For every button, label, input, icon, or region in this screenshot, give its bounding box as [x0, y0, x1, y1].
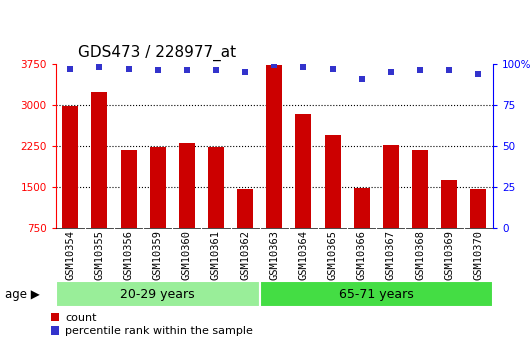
Text: GSM10356: GSM10356: [123, 230, 134, 280]
Point: [328, 66, 337, 71]
Bar: [383, 145, 399, 228]
Text: GSM10354: GSM10354: [65, 230, 75, 280]
Bar: [120, 150, 137, 228]
Text: GDS473 / 228977_at: GDS473 / 228977_at: [77, 45, 236, 61]
Bar: [179, 143, 195, 228]
Text: GSM10364: GSM10364: [298, 230, 308, 280]
Text: GSM10363: GSM10363: [269, 230, 279, 280]
Text: GSM10355: GSM10355: [94, 230, 104, 280]
Text: GSM10362: GSM10362: [240, 230, 250, 280]
Point: [357, 76, 366, 81]
Bar: [441, 180, 457, 228]
Text: age ▶: age ▶: [5, 288, 40, 300]
Bar: [324, 135, 341, 228]
Point: [211, 68, 220, 73]
Point: [241, 69, 249, 75]
Bar: [260, 281, 493, 307]
Text: GSM10369: GSM10369: [444, 230, 454, 280]
Text: GSM10359: GSM10359: [153, 230, 163, 280]
Bar: [149, 147, 166, 228]
Point: [270, 63, 279, 68]
Bar: [62, 106, 78, 228]
Text: GSM10368: GSM10368: [415, 230, 425, 280]
Text: GSM10366: GSM10366: [357, 230, 367, 280]
Legend: count, percentile rank within the sample: count, percentile rank within the sample: [50, 313, 253, 336]
Bar: [412, 150, 428, 228]
Text: 20-29 years: 20-29 years: [120, 288, 195, 300]
Point: [474, 71, 482, 77]
Point: [387, 69, 395, 75]
Bar: [295, 114, 312, 228]
Text: GSM10367: GSM10367: [386, 230, 396, 280]
Bar: [266, 65, 282, 228]
Text: GSM10365: GSM10365: [328, 230, 338, 280]
Bar: [237, 189, 253, 228]
Point: [445, 68, 453, 73]
Text: GSM10360: GSM10360: [182, 230, 192, 280]
Text: 65-71 years: 65-71 years: [339, 288, 414, 300]
Point: [299, 65, 307, 70]
Bar: [470, 189, 487, 228]
Point: [416, 68, 424, 73]
Point: [124, 66, 132, 71]
Text: GSM10370: GSM10370: [473, 230, 483, 280]
Bar: [208, 147, 224, 228]
Bar: [56, 281, 260, 307]
Point: [66, 66, 74, 71]
Point: [154, 68, 162, 73]
Text: GSM10361: GSM10361: [211, 230, 221, 280]
Point: [95, 65, 104, 70]
Bar: [91, 92, 108, 228]
Point: [182, 68, 191, 73]
Bar: [354, 188, 370, 228]
